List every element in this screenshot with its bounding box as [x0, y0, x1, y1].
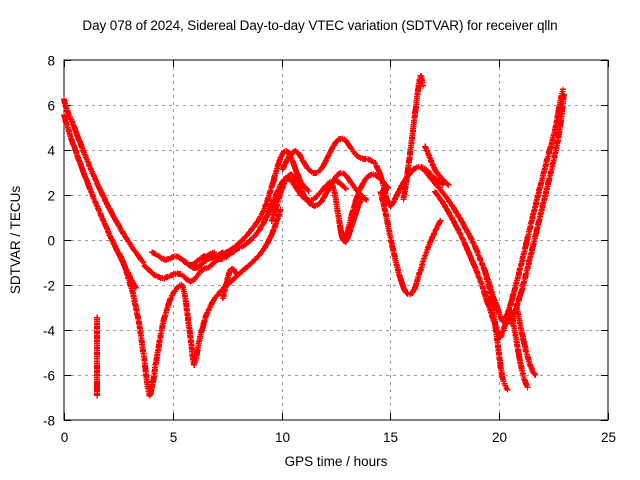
x-tick-label: 15	[383, 430, 398, 445]
y-tick-label: 0	[47, 234, 55, 249]
tick-labels: -8 -6 -4 -2 0 2 4 6 8 0 5 10 15 20 25	[43, 54, 616, 446]
y-tick-label: 2	[47, 189, 55, 204]
y-tick-label: -4	[43, 324, 55, 339]
y-tick-label: -2	[43, 279, 55, 294]
y-tick-label: 6	[47, 99, 55, 114]
x-tick-label: 20	[492, 430, 507, 445]
y-tick-label: 8	[47, 54, 55, 69]
y-tick-label: -6	[43, 369, 55, 384]
tick-marks	[63, 59, 610, 422]
y-axis-label: SDTVAR / TECUs	[8, 186, 23, 295]
x-axis-label: GPS time / hours	[285, 454, 388, 469]
page-title: Day 078 of 2024, Sidereal Day-to-day VTE…	[82, 18, 558, 33]
plot-border	[63, 59, 609, 421]
x-tick-label: 25	[601, 430, 616, 445]
x-tick-label: 5	[170, 430, 178, 445]
data-point-markers	[61, 72, 567, 399]
y-tick-label: 4	[47, 144, 55, 159]
y-tick-label: -8	[43, 414, 55, 429]
x-tick-label: 10	[275, 430, 290, 445]
x-tick-label: 0	[61, 430, 69, 445]
